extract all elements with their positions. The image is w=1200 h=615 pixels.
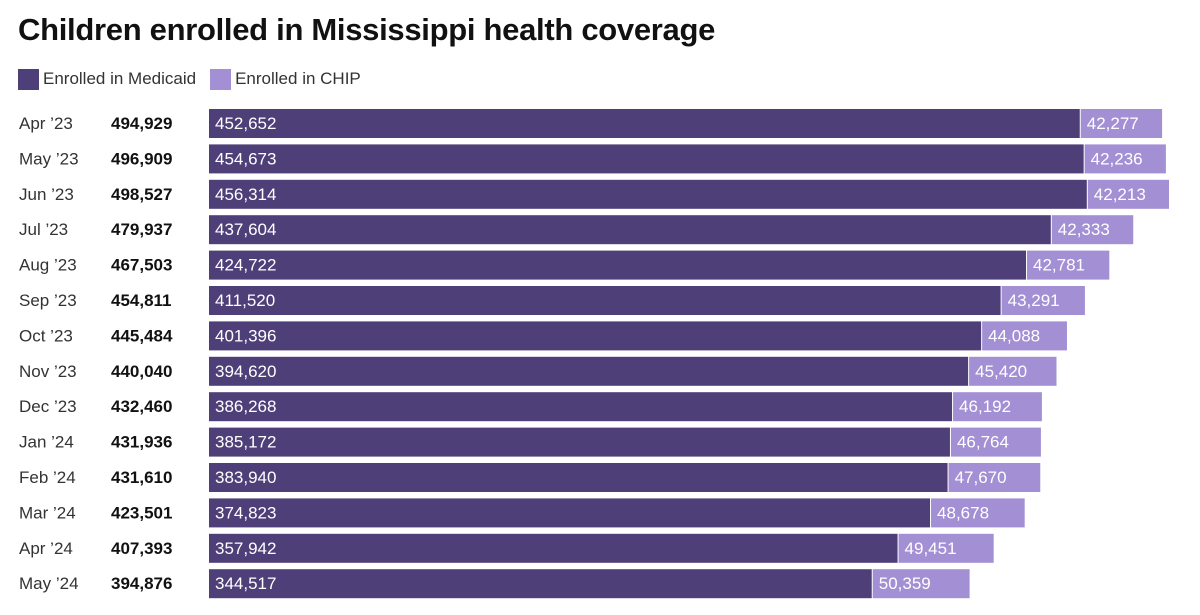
medicaid-value-label: 357,942 — [215, 539, 276, 558]
chip-bar — [1084, 144, 1166, 174]
category-label: Jun ’23 — [19, 185, 74, 204]
chip-value-label: 49,451 — [905, 539, 957, 558]
medicaid-bar — [209, 215, 1051, 245]
total-label: 467,503 — [111, 256, 172, 275]
chip-value-label: 46,764 — [957, 433, 1009, 452]
medicaid-bar — [209, 286, 1001, 315]
category-label: May ’23 — [19, 149, 79, 168]
total-label: 454,811 — [111, 291, 172, 310]
total-label: 494,929 — [111, 114, 172, 133]
chip-bar — [1087, 179, 1169, 209]
legend-label-chip: Enrolled in CHIP — [235, 69, 361, 88]
category-label: May ’24 — [19, 574, 79, 593]
medicaid-value-label: 454,673 — [215, 149, 276, 168]
category-label: Nov ’23 — [19, 362, 77, 381]
chip-bar — [931, 498, 1025, 528]
medicaid-bar — [209, 321, 982, 351]
medicaid-bar — [209, 463, 948, 492]
chip-bar — [950, 427, 1041, 457]
chip-bar — [982, 321, 1067, 351]
chip-bar — [1027, 250, 1110, 280]
medicaid-bar — [209, 356, 969, 386]
medicaid-bar — [209, 498, 931, 528]
chip-value-label: 42,236 — [1091, 149, 1143, 168]
medicaid-value-label: 456,314 — [215, 185, 276, 204]
medicaid-bar — [209, 144, 1084, 174]
chip-value-label: 44,088 — [988, 326, 1040, 345]
total-label: 431,936 — [111, 433, 172, 452]
total-label: 496,909 — [111, 149, 172, 168]
chip-value-label: 45,420 — [975, 362, 1027, 381]
medicaid-bar — [209, 109, 1080, 138]
legend-swatch-chip — [210, 68, 232, 90]
total-label: 394,876 — [111, 574, 172, 593]
category-label: Apr ’23 — [19, 114, 73, 133]
medicaid-bar — [209, 569, 872, 599]
medicaid-value-label: 394,620 — [215, 362, 276, 381]
total-label: 432,460 — [111, 397, 172, 416]
legend: Enrolled in Medicaid Enrolled in CHIP — [18, 68, 375, 90]
chip-bar — [1001, 286, 1085, 315]
chip-value-label: 42,213 — [1094, 185, 1146, 204]
total-label: 407,393 — [111, 539, 172, 558]
medicaid-bar — [209, 427, 950, 457]
category-label: Jul ’23 — [19, 220, 68, 239]
category-label: Jan ’24 — [19, 433, 74, 452]
chip-value-label: 43,291 — [1008, 291, 1060, 310]
chip-value-label: 42,781 — [1033, 256, 1085, 275]
category-label: Mar ’24 — [19, 503, 76, 522]
category-label: Dec ’23 — [19, 397, 77, 416]
medicaid-bar — [209, 250, 1027, 280]
medicaid-value-label: 401,396 — [215, 326, 276, 345]
chip-bar — [898, 533, 994, 563]
total-label: 498,527 — [111, 185, 172, 204]
category-label: Oct ’23 — [19, 326, 73, 345]
category-label: Apr ’24 — [19, 539, 73, 558]
total-label: 423,501 — [111, 503, 172, 522]
chip-bar — [953, 392, 1042, 422]
medicaid-bar — [209, 392, 953, 422]
category-label: Aug ’23 — [19, 256, 77, 275]
total-label: 431,610 — [111, 468, 172, 487]
legend-item-chip: Enrolled in CHIP — [210, 68, 361, 90]
medicaid-value-label: 383,940 — [215, 468, 276, 487]
chip-bar — [872, 569, 970, 599]
medicaid-value-label: 385,172 — [215, 433, 276, 452]
chip-value-label: 48,678 — [937, 503, 989, 522]
chart-title: Children enrolled in Mississippi health … — [18, 12, 716, 47]
medicaid-value-label: 437,604 — [215, 220, 276, 239]
medicaid-bar — [209, 179, 1087, 209]
medicaid-value-label: 424,722 — [215, 256, 276, 275]
chip-value-label: 42,277 — [1087, 114, 1139, 133]
category-label: Feb ’24 — [19, 468, 76, 487]
chip-bar — [1051, 215, 1134, 245]
total-label: 479,937 — [111, 220, 172, 239]
chip-bar — [1080, 109, 1163, 138]
medicaid-value-label: 411,520 — [215, 291, 275, 310]
medicaid-bar — [209, 533, 898, 563]
total-label: 440,040 — [111, 362, 172, 381]
medicaid-value-label: 344,517 — [215, 574, 276, 593]
chip-bar — [969, 356, 1057, 386]
medicaid-value-label: 386,268 — [215, 397, 276, 416]
chip-value-label: 50,359 — [879, 574, 931, 593]
legend-label-medicaid: Enrolled in Medicaid — [43, 69, 197, 88]
medicaid-value-label: 374,823 — [215, 503, 276, 522]
category-label: Sep ’23 — [19, 291, 77, 310]
total-label: 445,484 — [111, 326, 173, 345]
chip-value-label: 42,333 — [1058, 220, 1110, 239]
chip-bar — [948, 463, 1041, 492]
medicaid-value-label: 452,652 — [215, 114, 276, 133]
legend-item-medicaid: Enrolled in Medicaid — [18, 68, 197, 90]
chip-value-label: 47,670 — [955, 468, 1007, 487]
chip-value-label: 46,192 — [959, 397, 1011, 416]
legend-swatch-medicaid — [18, 68, 39, 90]
